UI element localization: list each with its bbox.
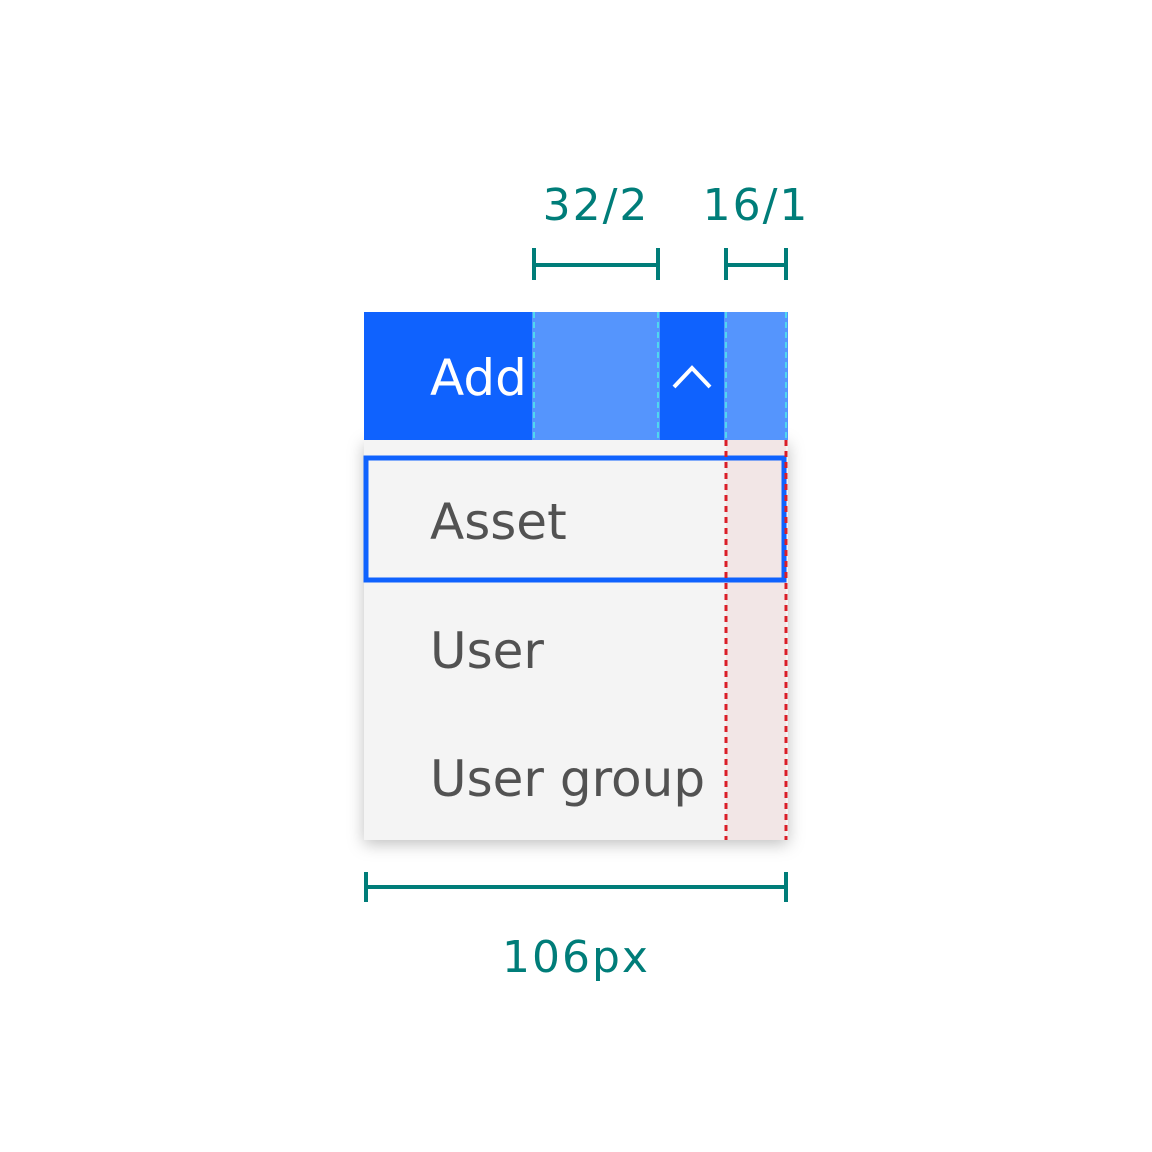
padding-label: 16/1 [703, 180, 810, 231]
width-label: 106px [502, 932, 650, 983]
padding-highlight [726, 440, 786, 840]
menu-item[interactable]: User [430, 622, 544, 680]
padding-highlight [724, 312, 788, 440]
menu-item[interactable]: User group [430, 750, 705, 808]
gap-label: 32/2 [543, 180, 650, 231]
menu [364, 440, 788, 840]
menu-item-focused[interactable] [363, 455, 787, 583]
chevron-icon[interactable] [672, 365, 712, 389]
menu-item[interactable]: Asset [430, 493, 567, 551]
width-measure [364, 872, 788, 902]
button-label: Add [430, 349, 527, 407]
guide-lines [533, 312, 787, 440]
gap-highlight [532, 312, 660, 440]
padding-measure [724, 248, 788, 280]
gap-measure [532, 248, 660, 280]
